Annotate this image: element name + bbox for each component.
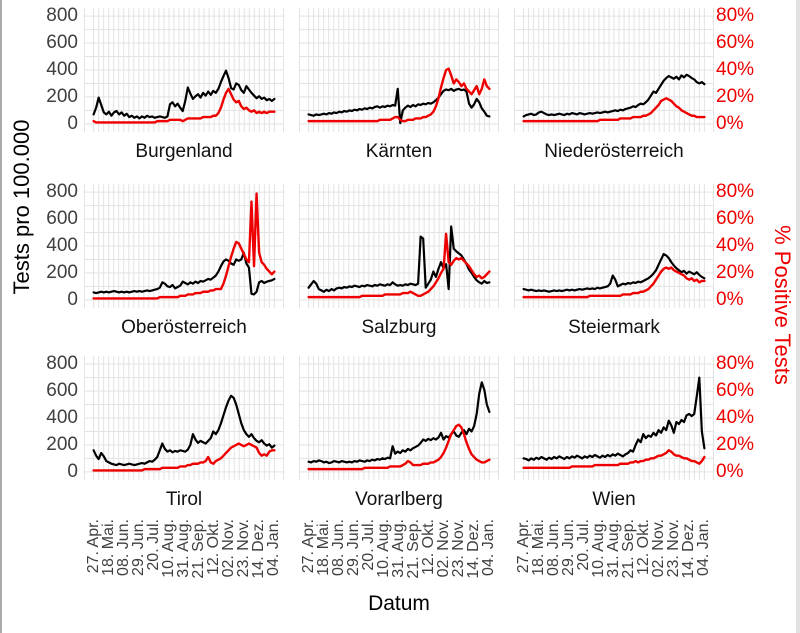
tests-line [307,381,491,465]
right-y-tick-label: 40% [716,59,755,80]
chart-panel-niedersterreich: Niederösterreich [514,8,714,162]
chart-panel-burgenland: Burgenland [84,8,284,162]
right-y-tick-label: 60% [716,208,755,230]
right-y-tick-label: 0% [716,288,744,310]
left-y-tick-label: 200 [46,261,78,283]
left-y-tick-label: 800 [46,181,78,203]
window-left-border [0,0,2,633]
positive-rate-line [522,266,706,299]
left-y-tick-label: 0 [67,460,78,482]
left-y-tick-label: 600 [46,208,78,230]
positive-rate-line [307,232,491,299]
panel-plot-area [84,8,284,132]
right-y-tick-label: 80% [716,353,755,375]
grid-lines [514,356,714,480]
panel-title: Burgenland [135,141,233,162]
right-y-tick-label: 0% [716,460,744,482]
right-y-tick-label: 80% [716,181,755,203]
panel-title: Salzburg [361,317,437,338]
grid-lines [299,356,499,480]
panel-title: Wien [592,489,636,510]
grid-lines [514,8,714,132]
left-y-tick-label: 800 [46,353,78,375]
tests-line [92,394,276,467]
positive-rate-line [307,423,491,471]
chart-panel-krnten: Kärnten [299,8,499,162]
positive-rate-line [92,442,276,472]
right-y-tick-label: 40% [716,235,755,256]
right-y-tick-label: 20% [716,433,755,455]
right-y-tick-label: 0% [716,112,744,134]
left-y-tick-label: 0 [67,288,78,310]
left-y-tick-label: 600 [46,32,78,54]
panel-title: Tirol [165,489,203,510]
left-y-tick-label: 200 [46,433,78,455]
panel-title: Vorarlberg [355,489,443,510]
chart-panel-steiermark: Steiermark [514,184,714,338]
left-y-tick-label: 0 [67,112,78,134]
chart-panel-tirol: Tirol [84,356,284,510]
panel-plot-area [299,8,499,132]
panel-title: Niederösterreich [544,141,684,162]
grid-lines [299,184,499,308]
positive-rate-line [92,192,276,300]
left-y-tick-label: 600 [46,380,78,402]
right-y-tick-label: 60% [716,32,755,54]
panel-plot-area [514,8,714,132]
panel-plot-area [299,184,499,308]
panel-title: Oberösterreich [121,317,247,338]
panel-plot-area [84,356,284,480]
right-y-tick-label: 80% [716,5,755,27]
tests-line [522,73,706,118]
tests-line [92,69,276,120]
panel-plot-area [514,356,714,480]
right-y-tick-label: 40% [716,407,755,428]
left-y-tick-label: 400 [46,407,78,428]
positive-rate-line [92,87,276,124]
tests-line [307,225,491,293]
chart-panel-vorarlberg: Vorarlberg [299,356,499,510]
tests-line [522,252,706,293]
x-tick-label: 04. Jan. [265,519,283,576]
x-tick-label: 04. Jan. [695,519,713,576]
left-y-tick-label: 400 [46,235,78,256]
window-right-border [796,0,800,633]
right-y-tick-label: 20% [716,85,755,107]
x-axis-title: Datum [368,592,430,615]
positive-rate-line [307,67,491,123]
positive-rate-line [522,449,706,469]
grid-lines [514,184,714,308]
grid-lines [84,356,284,480]
grid-lines [299,8,499,132]
tests-line [307,87,491,125]
panel-title: Steiermark [568,317,660,338]
panel-title: Kärnten [365,141,433,162]
panel-plot-area [84,184,284,308]
right-y-tick-label: 20% [716,261,755,283]
chart-panel-wien: Wien [514,356,714,510]
chart-panel-obersterreich: Oberösterreich [84,184,284,338]
right-y-tick-label: 60% [716,380,755,402]
left-y-tick-label: 800 [46,5,78,27]
chart-panel-salzburg: Salzburg [299,184,499,338]
panel-plot-area [514,184,714,308]
left-y-tick-label: 200 [46,85,78,107]
panel-plot-area [299,356,499,480]
x-tick-label: 04. Jan. [480,519,498,576]
tests-line [522,376,706,462]
left-y-tick-label: 400 [46,59,78,80]
positive-rate-line [522,97,706,123]
